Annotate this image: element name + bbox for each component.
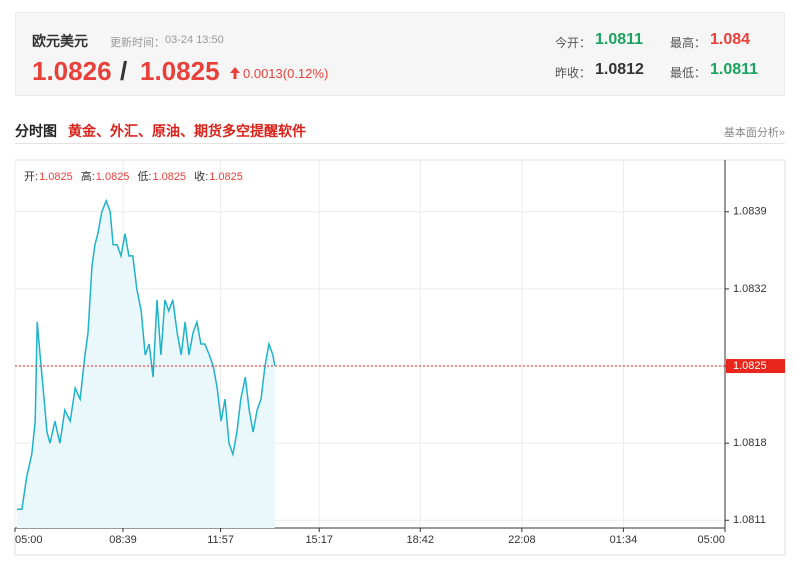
ohlc-label: 收:	[194, 169, 208, 183]
update-label: 更新时间：	[110, 37, 165, 49]
area-fill	[16, 200, 275, 529]
ohlc-label: 高:	[81, 169, 95, 183]
up-arrow	[230, 67, 240, 79]
stat-label: 昨收：	[555, 66, 592, 80]
y-tick-label: 1.0818	[733, 437, 767, 449]
stat-value: 1.0811	[595, 31, 644, 48]
analysis-link[interactable]: 基本面分析»	[723, 127, 785, 139]
last-price-label: 1.0825	[733, 360, 767, 372]
update-time: 03-24 13:50	[165, 34, 224, 46]
y-tick-label: 1.0832	[733, 283, 767, 295]
ask-price: 1.0825	[140, 56, 220, 86]
ohlc-label: 低:	[137, 170, 151, 183]
x-tick-label: 05:00	[697, 534, 725, 546]
ohlc-value: 1.0825	[153, 171, 187, 183]
y-tick-label: 1.0811	[733, 514, 766, 526]
price-line	[17, 198, 276, 511]
last-price-box	[726, 359, 785, 374]
stat-label: 最低：	[670, 66, 707, 80]
section-divider	[15, 143, 785, 144]
x-tick-label: 11:57	[207, 534, 234, 546]
x-tick-label: 08:39	[109, 534, 137, 546]
x-tick-label: 01:34	[610, 534, 638, 546]
change: 0.0013(0.12%)	[243, 66, 329, 81]
stat-value: 1.0811	[710, 61, 759, 78]
promo-link[interactable]: 黄金、外汇、原油、期货多空提醒软件	[68, 123, 306, 139]
quote-header	[15, 12, 785, 96]
ohlc-value: 1.0825	[39, 171, 73, 183]
symbol: 欧元美元	[32, 33, 88, 49]
bid-price: 1.0826	[32, 56, 112, 86]
stat-value: 1.0812	[595, 61, 644, 78]
stat-value: 1.084	[710, 31, 751, 48]
x-tick-label: 22:08	[508, 534, 536, 546]
ohlc-label: 开:	[24, 171, 38, 183]
ohlc-value: 1.0825	[209, 171, 243, 183]
stat-label: 最高：	[670, 36, 707, 50]
x-tick-label: 05:00	[15, 534, 43, 546]
ohlc-value: 1.0825	[96, 171, 130, 183]
x-tick-label: 15:17	[305, 534, 333, 546]
x-tick-label: 18:42	[407, 534, 435, 546]
section-title: 分时图	[15, 123, 57, 139]
separator: /	[120, 56, 128, 86]
stat-label: 今开：	[555, 36, 592, 50]
y-tick-label: 1.0839	[733, 206, 767, 218]
